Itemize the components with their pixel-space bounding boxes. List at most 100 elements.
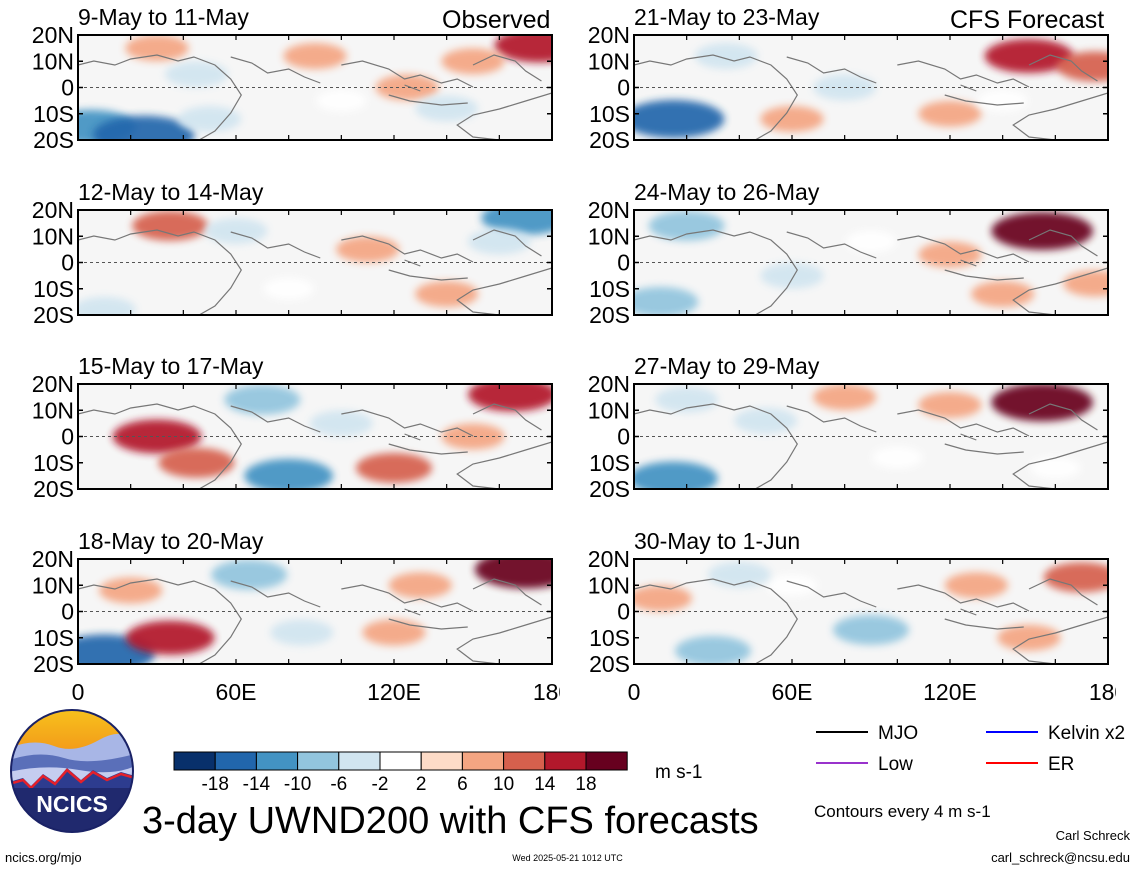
y-tick-label: 10N bbox=[588, 48, 630, 74]
main-title: 3-day UWND200 with CFS forecasts bbox=[142, 800, 759, 842]
colorbar-units: m s-1 bbox=[655, 762, 703, 783]
wind-anomaly-blob bbox=[634, 461, 718, 489]
wind-anomaly-blob bbox=[164, 61, 229, 88]
logo-text: NCICS bbox=[36, 791, 108, 817]
contour-note: Contours every 4 m s-1 bbox=[814, 802, 991, 821]
colorbar-label: -18 bbox=[201, 774, 228, 795]
wind-anomaly-blob bbox=[441, 48, 505, 75]
colorbar-swatch bbox=[544, 751, 587, 771]
wind-anomaly-blob bbox=[468, 384, 552, 412]
wind-anomaly-blob bbox=[388, 572, 452, 599]
y-tick-label: 10N bbox=[32, 223, 74, 249]
y-tick-label: 10S bbox=[33, 450, 74, 476]
y-tick-label: 20N bbox=[32, 22, 74, 48]
panel-title: 24-May to 26-May bbox=[634, 179, 820, 205]
y-tick-label: 10S bbox=[589, 101, 630, 127]
wind-anomaly-blob bbox=[336, 236, 400, 263]
wind-anomaly-blob bbox=[244, 458, 334, 489]
colorbar-swatch bbox=[461, 751, 505, 771]
colorbar-label: 18 bbox=[575, 774, 596, 795]
colorbar-swatch bbox=[420, 751, 463, 771]
coastline bbox=[78, 579, 552, 664]
legend-label: MJO bbox=[878, 723, 918, 744]
wind-anomaly-blob bbox=[655, 386, 719, 413]
wind-anomaly-blob bbox=[316, 89, 367, 112]
coastline bbox=[78, 404, 552, 489]
wind-anomaly-blob bbox=[648, 210, 725, 241]
y-tick-label: 0 bbox=[61, 75, 74, 101]
wind-anomaly-blob bbox=[766, 574, 818, 597]
colorbar-swatch bbox=[338, 751, 381, 771]
panel-title: 18-May to 20-May bbox=[78, 528, 264, 554]
y-tick-label: 0 bbox=[61, 250, 74, 276]
x-tick-label: 180 bbox=[1089, 679, 1116, 705]
footer-timestamp: Wed 2025-05-21 1012 UTC bbox=[512, 853, 623, 863]
wind-anomaly-blob bbox=[991, 384, 1093, 422]
panel-title: 12-May to 14-May bbox=[78, 179, 264, 205]
wind-anomaly-blob bbox=[971, 281, 1035, 307]
panel-title: 15-May to 17-May bbox=[78, 353, 264, 379]
x-tick-label: 0 bbox=[628, 679, 641, 705]
y-tick-label: 20N bbox=[588, 546, 630, 572]
wind-anomaly-blob bbox=[977, 89, 1028, 112]
y-tick-label: 0 bbox=[61, 599, 74, 625]
wind-anomaly-blob bbox=[441, 423, 505, 450]
y-tick-label: 10S bbox=[33, 625, 74, 651]
wind-anomaly-blob bbox=[760, 106, 824, 132]
wind-anomaly-blob bbox=[1043, 562, 1108, 593]
wind-anomaly-blob bbox=[944, 572, 1008, 599]
wind-anomaly-blob bbox=[918, 392, 982, 418]
wind-anomaly-blob bbox=[263, 277, 314, 300]
panel-title: 30-May to 1-Jun bbox=[634, 528, 800, 554]
wind-anomaly-blob bbox=[270, 619, 334, 646]
footer-url[interactable]: ncics.org/mjo bbox=[5, 850, 82, 865]
wind-anomaly-blob bbox=[997, 624, 1061, 651]
coastline bbox=[634, 579, 1108, 664]
wind-anomaly-blob bbox=[734, 407, 798, 434]
colorbar-swatch bbox=[585, 751, 628, 771]
wind-anomaly-blob bbox=[224, 384, 301, 415]
wind-anomaly-blob bbox=[125, 35, 189, 62]
x-tick-label: 120E bbox=[923, 679, 977, 705]
wind-anomaly-blob bbox=[283, 43, 347, 69]
wind-anomaly-blob bbox=[918, 100, 982, 127]
y-tick-label: 20S bbox=[589, 651, 630, 677]
y-tick-label: 0 bbox=[617, 250, 630, 276]
wind-anomaly-blob bbox=[833, 614, 909, 645]
footer-email[interactable]: carl_schreck@ncsu.edu bbox=[991, 850, 1130, 865]
y-tick-label: 20S bbox=[33, 302, 74, 328]
wind-anomaly-blob bbox=[760, 262, 824, 289]
y-tick-label: 10S bbox=[589, 625, 630, 651]
wind-anomaly-blob bbox=[158, 447, 235, 478]
y-tick-label: 0 bbox=[617, 599, 630, 625]
y-tick-label: 20N bbox=[588, 371, 630, 397]
x-tick-label: 120E bbox=[367, 679, 421, 705]
legend-label: ER bbox=[1048, 754, 1074, 775]
colorbar-swatch bbox=[297, 751, 340, 771]
y-tick-label: 0 bbox=[617, 75, 630, 101]
colorbar-label: -14 bbox=[243, 774, 271, 795]
wind-anomaly-blob bbox=[634, 286, 699, 315]
colorbar-swatch bbox=[503, 751, 546, 771]
colorbar-label: -2 bbox=[372, 774, 389, 795]
y-tick-label: 20N bbox=[32, 546, 74, 572]
x-tick-label: 0 bbox=[72, 679, 85, 705]
colorbar-swatch bbox=[255, 751, 299, 771]
wind-anomaly-blob bbox=[991, 212, 1093, 250]
coastline bbox=[634, 404, 1108, 489]
colorbar-label: 10 bbox=[493, 774, 514, 795]
coastline bbox=[634, 230, 1108, 315]
wind-anomaly-blob bbox=[1063, 270, 1108, 297]
wind-anomaly-blob bbox=[375, 74, 439, 101]
colorbar-label: -6 bbox=[330, 774, 347, 795]
wind-anomaly-blob bbox=[918, 241, 982, 268]
legend-label: Low bbox=[878, 754, 913, 775]
wind-anomaly-blob bbox=[178, 106, 242, 132]
y-tick-label: 0 bbox=[617, 424, 630, 450]
y-tick-label: 10N bbox=[588, 572, 630, 598]
wind-anomaly-blob bbox=[474, 559, 552, 589]
